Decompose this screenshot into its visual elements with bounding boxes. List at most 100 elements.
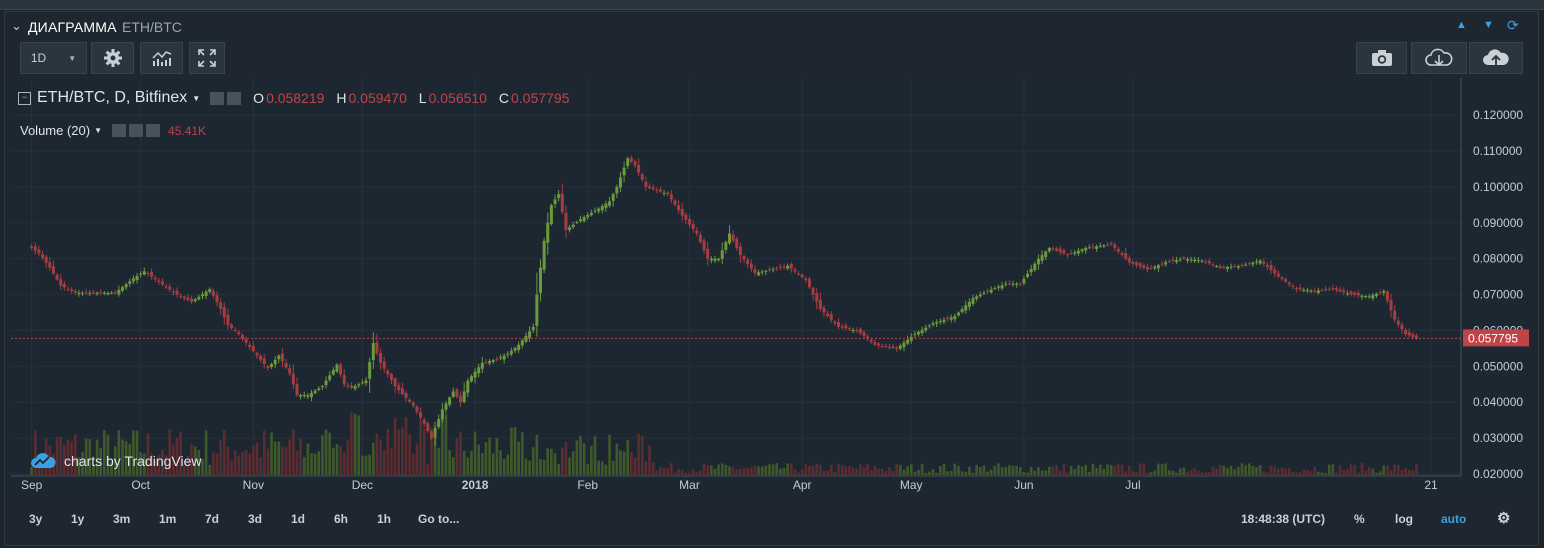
range-1y[interactable]: 1y xyxy=(71,512,85,526)
volume-bar xyxy=(491,453,495,475)
volume-bar xyxy=(292,429,295,475)
candle-body xyxy=(887,346,891,348)
volume-bar xyxy=(993,465,997,475)
chevron-down-icon[interactable]: ▼ xyxy=(94,126,103,135)
indicators-button[interactable] xyxy=(140,42,183,74)
visibility-icon[interactable] xyxy=(210,91,225,105)
volume-bar xyxy=(128,443,132,475)
range-3y[interactable]: 3y xyxy=(29,512,43,526)
volume-bar xyxy=(710,465,713,475)
volume-bar xyxy=(924,472,928,475)
volume-bar xyxy=(1026,472,1029,475)
volume-bar xyxy=(433,421,437,475)
volume-bar xyxy=(840,464,844,475)
volume-bar xyxy=(1044,470,1048,475)
candle-body xyxy=(349,385,353,388)
candle-body xyxy=(837,322,841,327)
candle-body xyxy=(935,322,939,324)
candle-body xyxy=(375,342,379,353)
candle-body xyxy=(81,292,85,294)
move-down-icon[interactable]: ▼ xyxy=(1483,19,1494,31)
candle-body xyxy=(459,395,463,403)
volume-bar xyxy=(1280,467,1284,475)
candle-body xyxy=(408,399,412,402)
candle-body xyxy=(618,177,622,188)
volume-bar xyxy=(1015,465,1018,475)
close-icon[interactable] xyxy=(146,124,161,137)
settings-icon[interactable] xyxy=(129,124,144,137)
candle-body xyxy=(328,375,332,380)
volume-bar xyxy=(342,452,346,475)
volume-bar xyxy=(70,441,73,475)
range-6h[interactable]: 6h xyxy=(334,512,349,526)
candle-body xyxy=(1389,300,1393,311)
log-toggle[interactable]: log xyxy=(1395,512,1413,526)
save-chart-button[interactable] xyxy=(1469,42,1523,74)
volume-bar xyxy=(204,430,208,475)
candle-body xyxy=(1145,266,1149,270)
percent-toggle[interactable]: % xyxy=(1354,512,1365,526)
candle-body xyxy=(59,279,63,286)
settings-icon[interactable] xyxy=(227,91,242,105)
candle-body xyxy=(724,241,728,250)
candle-body xyxy=(829,314,833,320)
refresh-icon[interactable]: ⟳ xyxy=(1507,17,1519,33)
load-chart-button[interactable] xyxy=(1411,42,1467,74)
volume-bar xyxy=(302,456,306,475)
range-1d[interactable]: 1d xyxy=(291,512,306,526)
interval-select[interactable]: 1D ▼ xyxy=(20,42,87,74)
tradingview-watermark[interactable]: charts by TradingView xyxy=(30,452,201,470)
snapshot-button[interactable] xyxy=(1356,42,1407,74)
volume-bar xyxy=(193,446,197,475)
main-series-title[interactable]: ETH/BTC, D, Bitfinex xyxy=(37,89,188,106)
candle-body xyxy=(335,364,339,372)
candle-body xyxy=(379,352,383,363)
camera-icon xyxy=(1371,50,1392,66)
range-3m[interactable]: 3m xyxy=(113,512,131,526)
volume-bar xyxy=(764,465,768,475)
chart-canvas[interactable]: 0.0200000.0300000.0400000.0500000.060000… xyxy=(11,78,1530,497)
candle-body xyxy=(353,386,357,389)
volume-bar xyxy=(422,428,426,475)
volume-bar xyxy=(1095,467,1098,475)
candle-body xyxy=(528,331,532,338)
visibility-icon[interactable] xyxy=(112,124,127,137)
candle-body xyxy=(684,214,688,221)
range-1h[interactable]: 1h xyxy=(377,512,392,526)
candle-body xyxy=(124,284,128,288)
volume-bar xyxy=(757,466,760,475)
candle-body xyxy=(455,389,459,397)
candle-body xyxy=(171,291,175,293)
volume-bar xyxy=(724,464,728,475)
settings-icon[interactable]: ⚙ xyxy=(1497,510,1511,527)
main-legend: − ETH/BTC, D, Bitfinex ▼ O 0.058219 H 0.05… xyxy=(18,88,569,108)
volume-bar xyxy=(353,413,357,475)
candle-body xyxy=(113,292,117,294)
range-1m[interactable]: 1m xyxy=(159,512,177,526)
range-3d[interactable]: 3d xyxy=(248,512,263,526)
volume-bar xyxy=(750,467,753,475)
settings-button[interactable] xyxy=(91,42,134,74)
fullscreen-button[interactable] xyxy=(189,42,225,74)
chevron-down-icon[interactable]: ▼ xyxy=(192,93,201,103)
candle-body xyxy=(291,373,295,385)
volume-bar xyxy=(448,450,451,475)
auto-toggle[interactable]: auto xyxy=(1441,512,1467,526)
candle-body xyxy=(30,246,34,248)
candle-body xyxy=(121,287,125,291)
range-7d[interactable]: 7d xyxy=(205,512,220,526)
candle-body xyxy=(153,277,157,280)
chart-area[interactable]: 0.0200000.0300000.0400000.0500000.060000… xyxy=(11,78,1530,497)
move-up-icon[interactable]: ▲ xyxy=(1456,19,1467,31)
collapse-chevron-icon[interactable]: ⌄ xyxy=(11,18,22,33)
volume-title[interactable]: Volume (20) xyxy=(20,123,91,138)
candle-body xyxy=(219,302,223,309)
volume-bar xyxy=(143,453,146,475)
candle-body xyxy=(746,259,750,265)
candle-body xyxy=(44,256,48,263)
candle-body xyxy=(37,249,41,254)
goto-button[interactable]: Go to... xyxy=(418,512,460,526)
candle-body xyxy=(440,409,444,420)
volume-bar xyxy=(1080,466,1084,475)
collapse-legend-icon[interactable]: − xyxy=(18,91,31,105)
